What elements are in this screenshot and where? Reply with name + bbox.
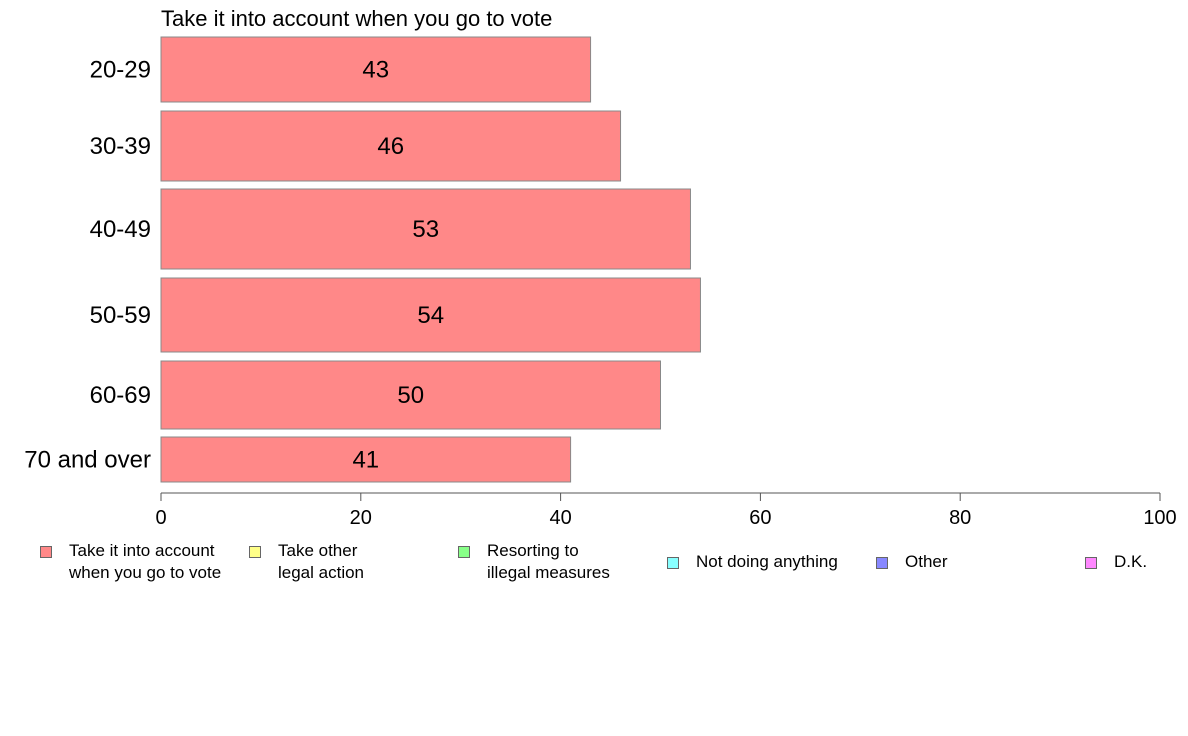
value-label: 43 — [362, 57, 389, 84]
legend-swatch — [249, 546, 261, 558]
x-tick-label: 100 — [1143, 507, 1176, 529]
value-label: 50 — [397, 382, 424, 409]
bar-0 — [160, 36, 592, 103]
bar-1 — [160, 110, 622, 182]
legend-label: Take other legal action — [278, 541, 365, 582]
legend-label: Other — [905, 552, 948, 571]
legend-label: Not doing anything — [696, 552, 838, 571]
legend-label: D.K. — [1114, 552, 1148, 571]
category-label: 60-69 — [90, 382, 151, 409]
x-tick-label: 20 — [350, 507, 372, 529]
legend-swatch — [667, 557, 679, 569]
value-label: 54 — [417, 302, 444, 329]
category-label: 40-49 — [90, 216, 151, 243]
bars: 20-29 43 30-39 46 40-49 53 50-59 54 60-69 50 70 an… — [24, 36, 701, 483]
legend-item: Take it into account when you go to vote — [40, 540, 221, 584]
x-tick-label: 80 — [949, 507, 971, 529]
category-label: 50-59 — [90, 302, 151, 329]
value-label: 46 — [377, 133, 404, 160]
legend-swatch — [1085, 557, 1097, 569]
legend-label: Resorting to illegal measures — [487, 541, 610, 582]
legend-item: Resorting to illegal measures — [458, 540, 610, 584]
legend-label: Take it into account when you go to vote — [69, 541, 222, 582]
bar-3 — [160, 277, 701, 353]
legend: Take it into account when you go to vote… — [0, 540, 1188, 600]
bar-5 — [160, 436, 572, 483]
bar-2 — [160, 188, 691, 270]
x-axis: 0 20 40 60 80 100 — [155, 492, 1177, 529]
bar-4 — [160, 360, 661, 430]
legend-item: D.K. — [1085, 540, 1147, 573]
x-tick-label: 40 — [549, 507, 571, 529]
category-label: 70 and over — [24, 447, 151, 474]
legend-swatch — [876, 557, 888, 569]
chart-title: Take it into account when you go to vote — [161, 6, 552, 31]
legend-item: Take other legal action — [249, 540, 364, 584]
value-label: 41 — [352, 447, 379, 474]
legend-swatch — [458, 546, 470, 558]
bar-chart: Take it into account when you go to vote… — [24, 6, 1177, 529]
category-label: 30-39 — [90, 133, 151, 160]
legend-swatch — [40, 546, 52, 558]
x-tick-label: 60 — [749, 507, 771, 529]
value-label: 53 — [412, 216, 439, 243]
x-tick-label: 0 — [155, 507, 166, 529]
category-label: 20-29 — [90, 57, 151, 84]
legend-item: Not doing anything — [667, 540, 838, 573]
legend-item: Other — [876, 540, 948, 573]
